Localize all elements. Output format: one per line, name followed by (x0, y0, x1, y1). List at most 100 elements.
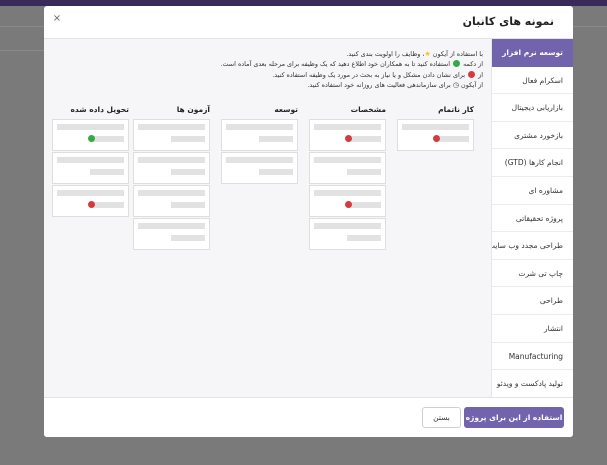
card-placeholder-line (402, 124, 469, 130)
instruction-text: استفاده کنید تا به همکاران خود اطلاع دهی… (220, 60, 450, 69)
card-placeholder-line (347, 136, 381, 142)
sidebar-item-template[interactable]: بازخورد مشتری (492, 122, 573, 150)
instruction-text: برای نشان دادن مشکل و یا نیاز به بحث در … (272, 70, 466, 79)
instruction-text: از آیکون (461, 81, 483, 90)
card-placeholder-line (171, 169, 205, 175)
card-placeholder-line (347, 235, 381, 241)
kanban-card (133, 119, 210, 151)
template-list: توسعه نرم افزار اسکرام فعال بازاریابی دیجی… (491, 39, 573, 398)
column-cards (309, 119, 386, 250)
red-dot-icon (468, 70, 476, 78)
background-divider (0, 50, 44, 51)
sidebar-item-template[interactable]: مشاوره ای (492, 177, 573, 205)
card-placeholder-line (90, 169, 124, 175)
card-placeholder-line (226, 124, 293, 130)
kanban-card (309, 119, 386, 151)
column-title: مشخصات (350, 105, 386, 114)
modal-header: نمونه های کانبان × (44, 6, 573, 39)
sidebar-item-template[interactable]: Manufacturing (492, 343, 573, 371)
column-cards (133, 119, 210, 250)
card-placeholder-line (57, 190, 124, 196)
card-placeholder-line (314, 157, 381, 163)
card-placeholder-line (347, 169, 381, 175)
sidebar-item-template[interactable]: طراحی مجدد وب سایت (492, 232, 573, 260)
background-app-topbar (0, 0, 607, 6)
instructions: با استفاده از آیکون ★، وظایف را اولویت ب… (53, 49, 483, 91)
kanban-card (309, 152, 386, 184)
background-divider (0, 26, 44, 27)
card-placeholder-line (171, 136, 205, 142)
column-cards (397, 119, 474, 151)
card-placeholder-line (259, 169, 293, 175)
card-placeholder-line (138, 157, 205, 163)
kanban-card (52, 119, 129, 151)
kanban-card (52, 152, 129, 184)
kanban-column-delivered: تحویل داده شده (52, 105, 129, 218)
column-title: توسعه (274, 105, 298, 114)
background-divider (573, 26, 607, 27)
modal-body: با استفاده از آیکون ★، وظایف را اولویت ب… (44, 39, 573, 398)
instruction-text: ، وظایف را اولویت بندی کنید. (346, 50, 425, 58)
card-placeholder-line (90, 202, 124, 208)
column-title: کار ناتمام (438, 105, 474, 114)
card-placeholder-line (314, 223, 381, 229)
kanban-card (221, 119, 298, 151)
kanban-card (309, 218, 386, 250)
sidebar-item-template[interactable]: انتشار (492, 315, 573, 343)
template-preview: با استفاده از آیکون ★، وظایف را اولویت ب… (44, 39, 491, 397)
card-placeholder-line (314, 190, 381, 196)
card-placeholder-line (226, 157, 293, 163)
instruction-blocked: از برای نشان دادن مشکل و یا نیاز به بحث … (53, 70, 483, 80)
sidebar-item-template[interactable]: پروژه تحقیقاتی (492, 205, 573, 233)
column-cards (52, 119, 129, 217)
kanban-column-backlog: کار ناتمام (397, 105, 474, 152)
sidebar-item-template[interactable]: بازاریابی دیجیتال (492, 94, 573, 122)
kanban-card (133, 218, 210, 250)
instruction-text: از دکمه (463, 60, 483, 69)
kanban-card (133, 185, 210, 217)
clock-icon: ◷ (452, 81, 459, 90)
instruction-daily: از آیکون ◷ برای سازماندهی فعالیت های روز… (53, 80, 483, 90)
red-dot-icon (88, 201, 95, 208)
card-placeholder-line (138, 190, 205, 196)
green-dot-icon (88, 135, 95, 142)
kanban-card (309, 185, 386, 217)
instruction-ready: از دکمه استفاده کنید تا به همکاران خود ا… (53, 59, 483, 69)
red-dot-icon (345, 135, 352, 142)
kanban-card (133, 152, 210, 184)
modal-footer: بستن استفاده از این برای پروژه من (44, 397, 573, 437)
use-template-button[interactable]: استفاده از این برای پروژه من (464, 407, 564, 437)
instruction-text: با استفاده از آیکون (432, 50, 483, 58)
star-icon: ★ (424, 50, 431, 58)
kanban-templates-modal: نمونه های کانبان × با استفاده از آیکون ★… (44, 6, 573, 437)
instruction-text: برای سازماندهی فعالیت های روزانه خود است… (307, 81, 451, 90)
instruction-priority: با استفاده از آیکون ★، وظایف را اولویت ب… (53, 49, 483, 59)
card-placeholder-line (435, 136, 469, 142)
sidebar-item-template[interactable]: تولید پادکست و ویدئو (492, 370, 573, 398)
sidebar-item-template[interactable]: انجام کارها (GTD) (492, 149, 573, 177)
sidebar-item-template[interactable]: توسعه نرم افزار (492, 39, 573, 67)
close-button[interactable]: بستن (422, 407, 461, 428)
sidebar-item-template[interactable]: چاپ تی شرت (492, 260, 573, 288)
close-icon[interactable]: × (52, 13, 62, 24)
kanban-card (221, 152, 298, 184)
red-dot-icon (345, 201, 352, 208)
card-placeholder-line (57, 157, 124, 163)
card-placeholder-line (259, 136, 293, 142)
instruction-text: از (478, 70, 483, 79)
kanban-column-testing: آزمون ها (133, 105, 210, 251)
sidebar-item-template[interactable]: طراحی (492, 287, 573, 315)
red-dot-icon (433, 135, 440, 142)
card-placeholder-line (347, 202, 381, 208)
card-placeholder-line (90, 136, 124, 142)
kanban-card (397, 119, 474, 151)
column-cards (221, 119, 298, 184)
column-title: آزمون ها (176, 105, 210, 114)
kanban-columns: کار ناتمام مشخصات توسعه آزمون ها تحویل د… (52, 105, 484, 385)
card-placeholder-line (171, 235, 205, 241)
modal-title: نمونه های کانبان (462, 15, 554, 28)
kanban-column-development: توسعه (221, 105, 298, 185)
kanban-card (52, 185, 129, 217)
kanban-column-specs: مشخصات (309, 105, 386, 251)
sidebar-item-template[interactable]: اسکرام فعال (492, 67, 573, 95)
